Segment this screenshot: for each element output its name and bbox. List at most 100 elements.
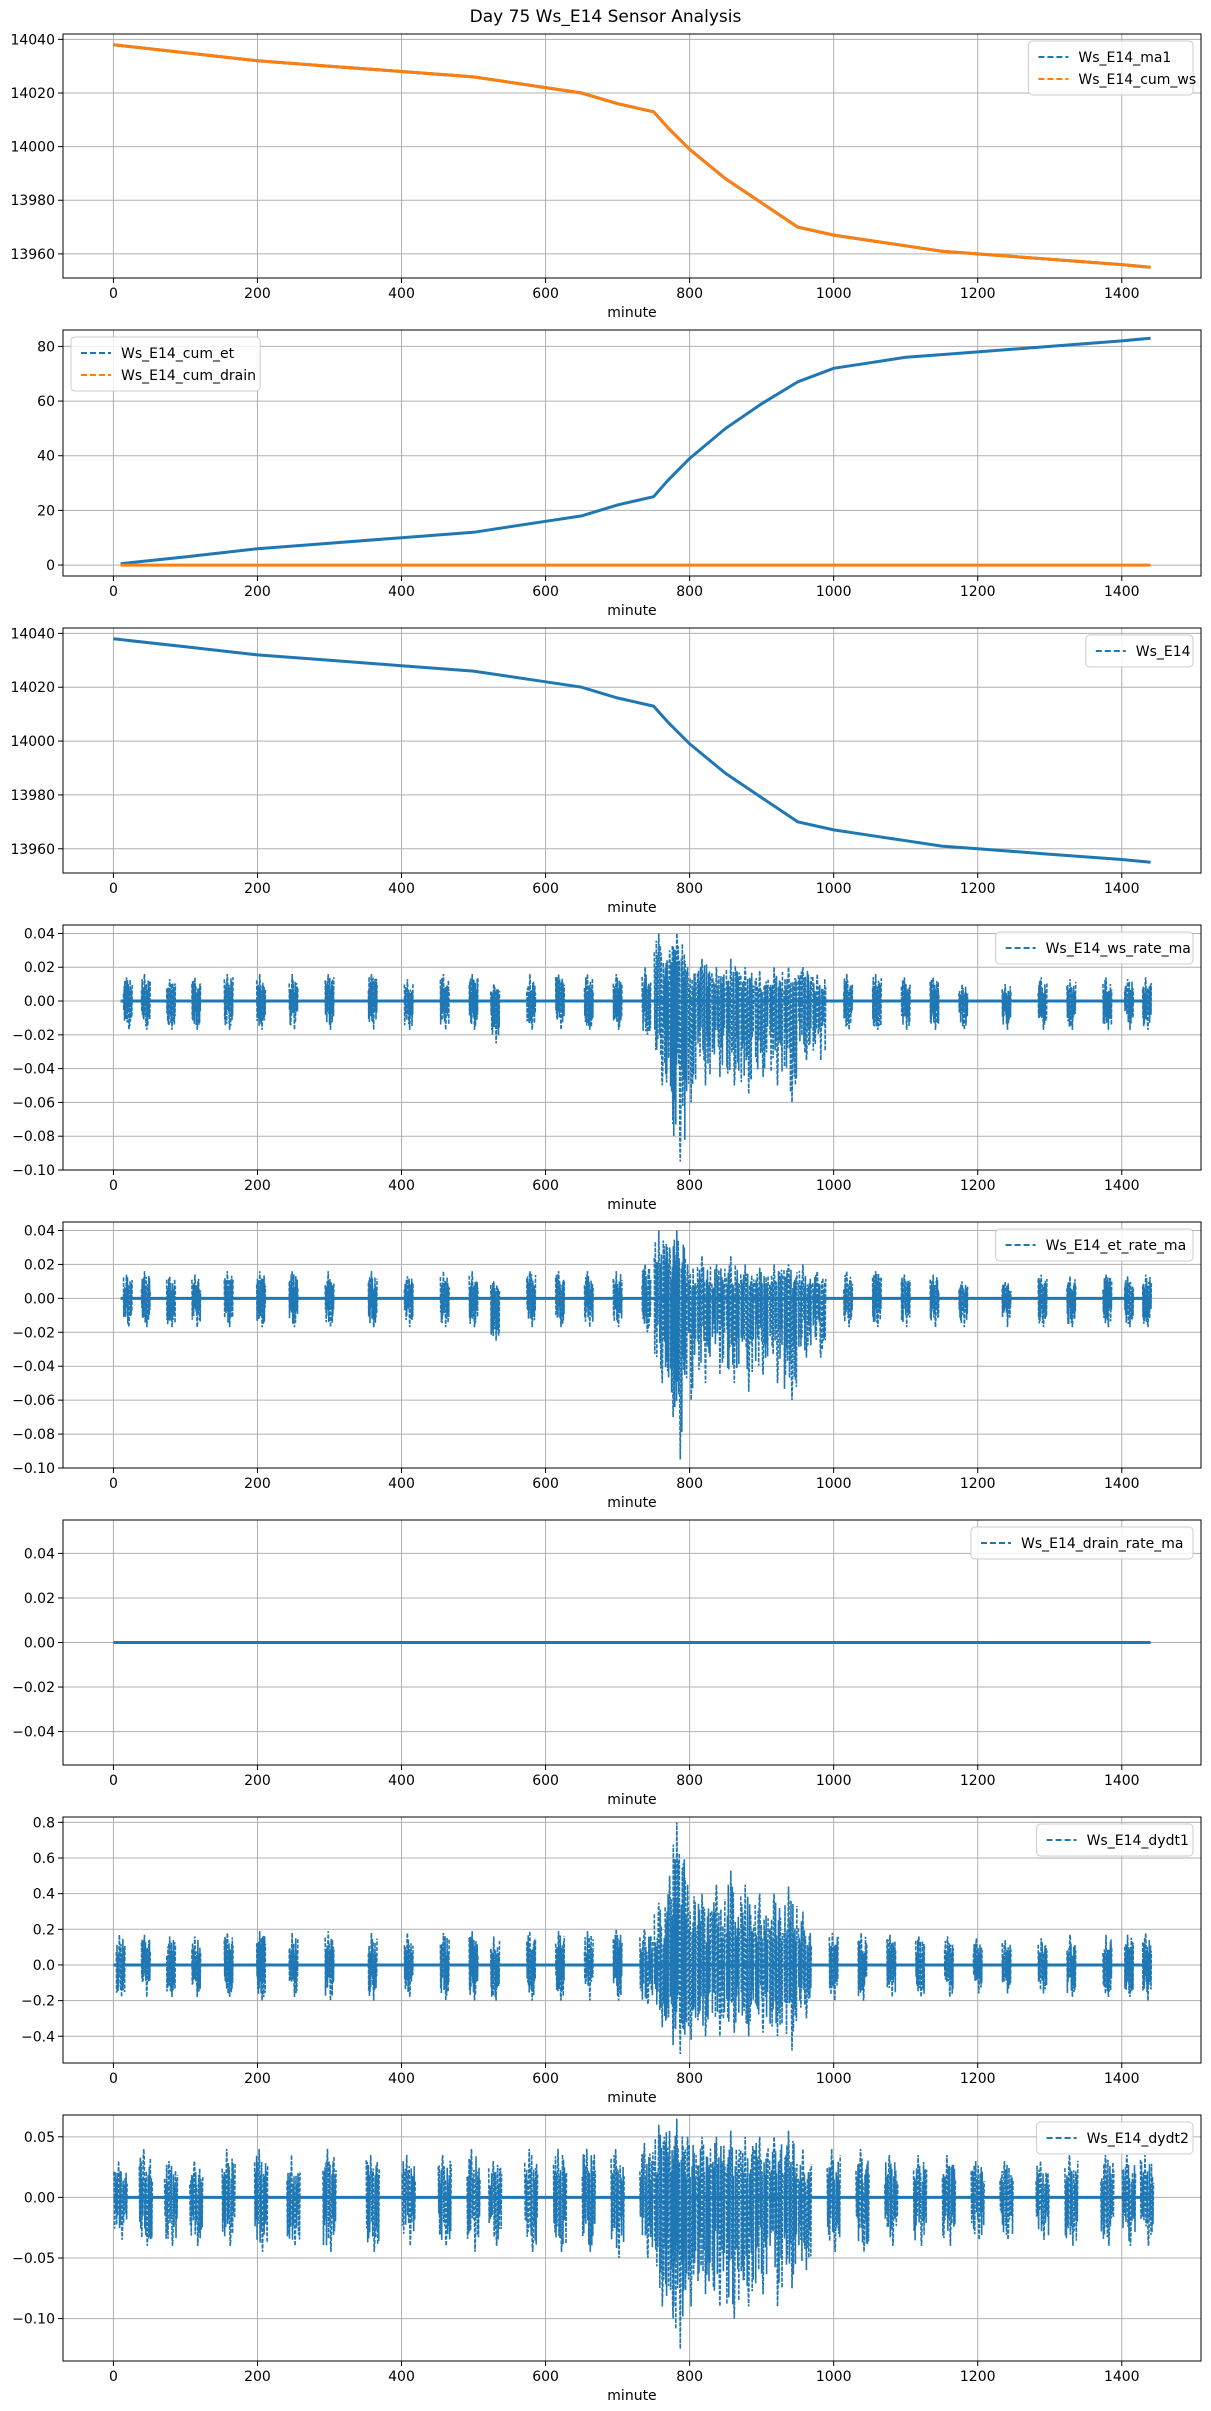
series-burst [653,2124,669,2307]
series-burst [768,2136,784,2307]
series-burst [288,1271,299,1328]
y-tick-label: −0.4 [21,2029,55,2045]
series-burst [740,967,755,1095]
series-burst [826,2148,841,2252]
legend: Ws_E14_et_rate_ma [995,1228,1194,1262]
series-burst [855,2148,870,2252]
legend-label: Ws_E14_cum_drain [121,368,256,384]
series-burst [1141,1932,1153,2001]
figure-title: Day 75 Ws_E14 Sensor Analysis [470,7,742,27]
x-tick-label: 1000 [816,1178,852,1194]
x-tick-label: 400 [388,286,415,302]
series-burst [487,2160,503,2246]
x-tick-label: 800 [676,1476,703,1492]
series-burst [468,1271,479,1328]
x-tick-label: 400 [388,584,415,600]
y-tick-label: 0.4 [33,1887,55,1903]
x-tick-label: 0 [109,1476,118,1492]
series-burst [682,1264,697,1401]
chart-panel-8: 0 200 400 600 800 1000 1200 1400 −0.10 −0.05 0.00 0… [12,2114,1202,2404]
series-burst [941,2154,957,2246]
series-burst [740,1884,755,2037]
series-burst [711,1264,726,1375]
series-burst [1123,979,1135,1030]
series-burst [958,1281,969,1328]
x-tick-label: 1400 [1104,584,1140,600]
x-tick-label: 1200 [960,2071,996,2087]
x-tick-label: 600 [532,584,559,600]
legend: Ws_E14_dydt1 [1036,1823,1194,1857]
series-burst [768,967,784,1086]
y-tick-label: 40 [37,449,55,465]
axes-frame [62,1221,1202,1469]
legend: Ws_E14_ma1 Ws_E14_cum_ws [1027,40,1196,96]
x-tick-label: 0 [109,2071,118,2087]
y-tick-label: −0.02 [12,1325,55,1341]
y-tick-label: 14000 [10,140,55,156]
series-burst [1001,1939,1012,1994]
series-burst [1037,1938,1048,1994]
grid-lines [63,2115,1201,2361]
series-burst [843,973,854,1030]
series-burst [1123,1934,1135,1998]
x-tick-label: 800 [676,1178,703,1194]
series-burst [255,1931,267,2001]
series-burst [113,2160,128,2240]
series-burst [324,1931,335,2001]
series-burst [1037,1274,1048,1328]
y-tick-label: 13980 [10,193,55,209]
x-axis-label: minute [607,2090,656,2106]
series-burst [1141,1274,1153,1328]
x-tick-label: 1000 [816,1773,852,1789]
x-tick-label: 200 [244,1178,271,1194]
chart-panel-7: 0 200 400 600 800 1000 1200 1400 −0.4 −0.2 0.0 0.2 0… [21,1815,1202,2106]
x-tick-label: 1200 [960,1178,996,1194]
series-burst [526,1931,537,2001]
plot-area [113,1822,1153,2055]
series-burst [970,2160,985,2240]
y-tick-label: 60 [37,394,55,410]
y-tick-label: 13960 [10,247,55,263]
y-tick-label: 20 [37,503,55,519]
series-burst [140,1271,151,1328]
y-tick-label: −0.08 [12,1427,55,1443]
plot-area [120,1230,1153,1460]
plot-area [113,2118,1155,2349]
series-burst [223,1271,234,1328]
series-burst [1064,2154,1079,2246]
series-burst [1102,1274,1113,1328]
series-burst [1100,2154,1115,2246]
series-burst [191,1274,202,1328]
x-tick-label: 200 [244,286,271,302]
series-burst [783,1886,798,2051]
series-burst [886,1934,897,1998]
series-burst [1102,1934,1113,1998]
y-tick-label: 0.8 [33,1815,55,1831]
series-burst [783,1264,798,1401]
series-burst [288,1932,299,1998]
y-tick-label: −0.05 [12,2251,55,2267]
series-burst [768,1264,784,1384]
x-tick-label: 1000 [816,286,852,302]
x-tick-label: 200 [244,1773,271,1789]
y-tick-label: −0.10 [12,1461,55,1477]
y-tick-label: 0.04 [24,1546,55,1562]
y-tick-label: 0.2 [33,1922,55,1938]
series-burst [324,973,335,1030]
x-tick-label: 600 [532,2071,559,2087]
series-burst [526,973,537,1030]
series-burst [115,1934,126,1998]
y-tick-label: −0.2 [21,1994,55,2010]
x-axis-label: minute [607,1792,656,1808]
series-burst [696,958,712,1086]
series-burst [122,1274,133,1328]
series-burst [223,973,234,1030]
x-axis-label: minute [607,2388,656,2404]
series-burst [884,2154,899,2246]
series-burst [725,1255,741,1384]
axes-frame [62,329,1202,577]
series-burst [915,1936,926,1998]
series-burst [165,979,177,1030]
series-burst [223,1932,234,1998]
y-tick-label: 0.00 [24,1636,55,1652]
